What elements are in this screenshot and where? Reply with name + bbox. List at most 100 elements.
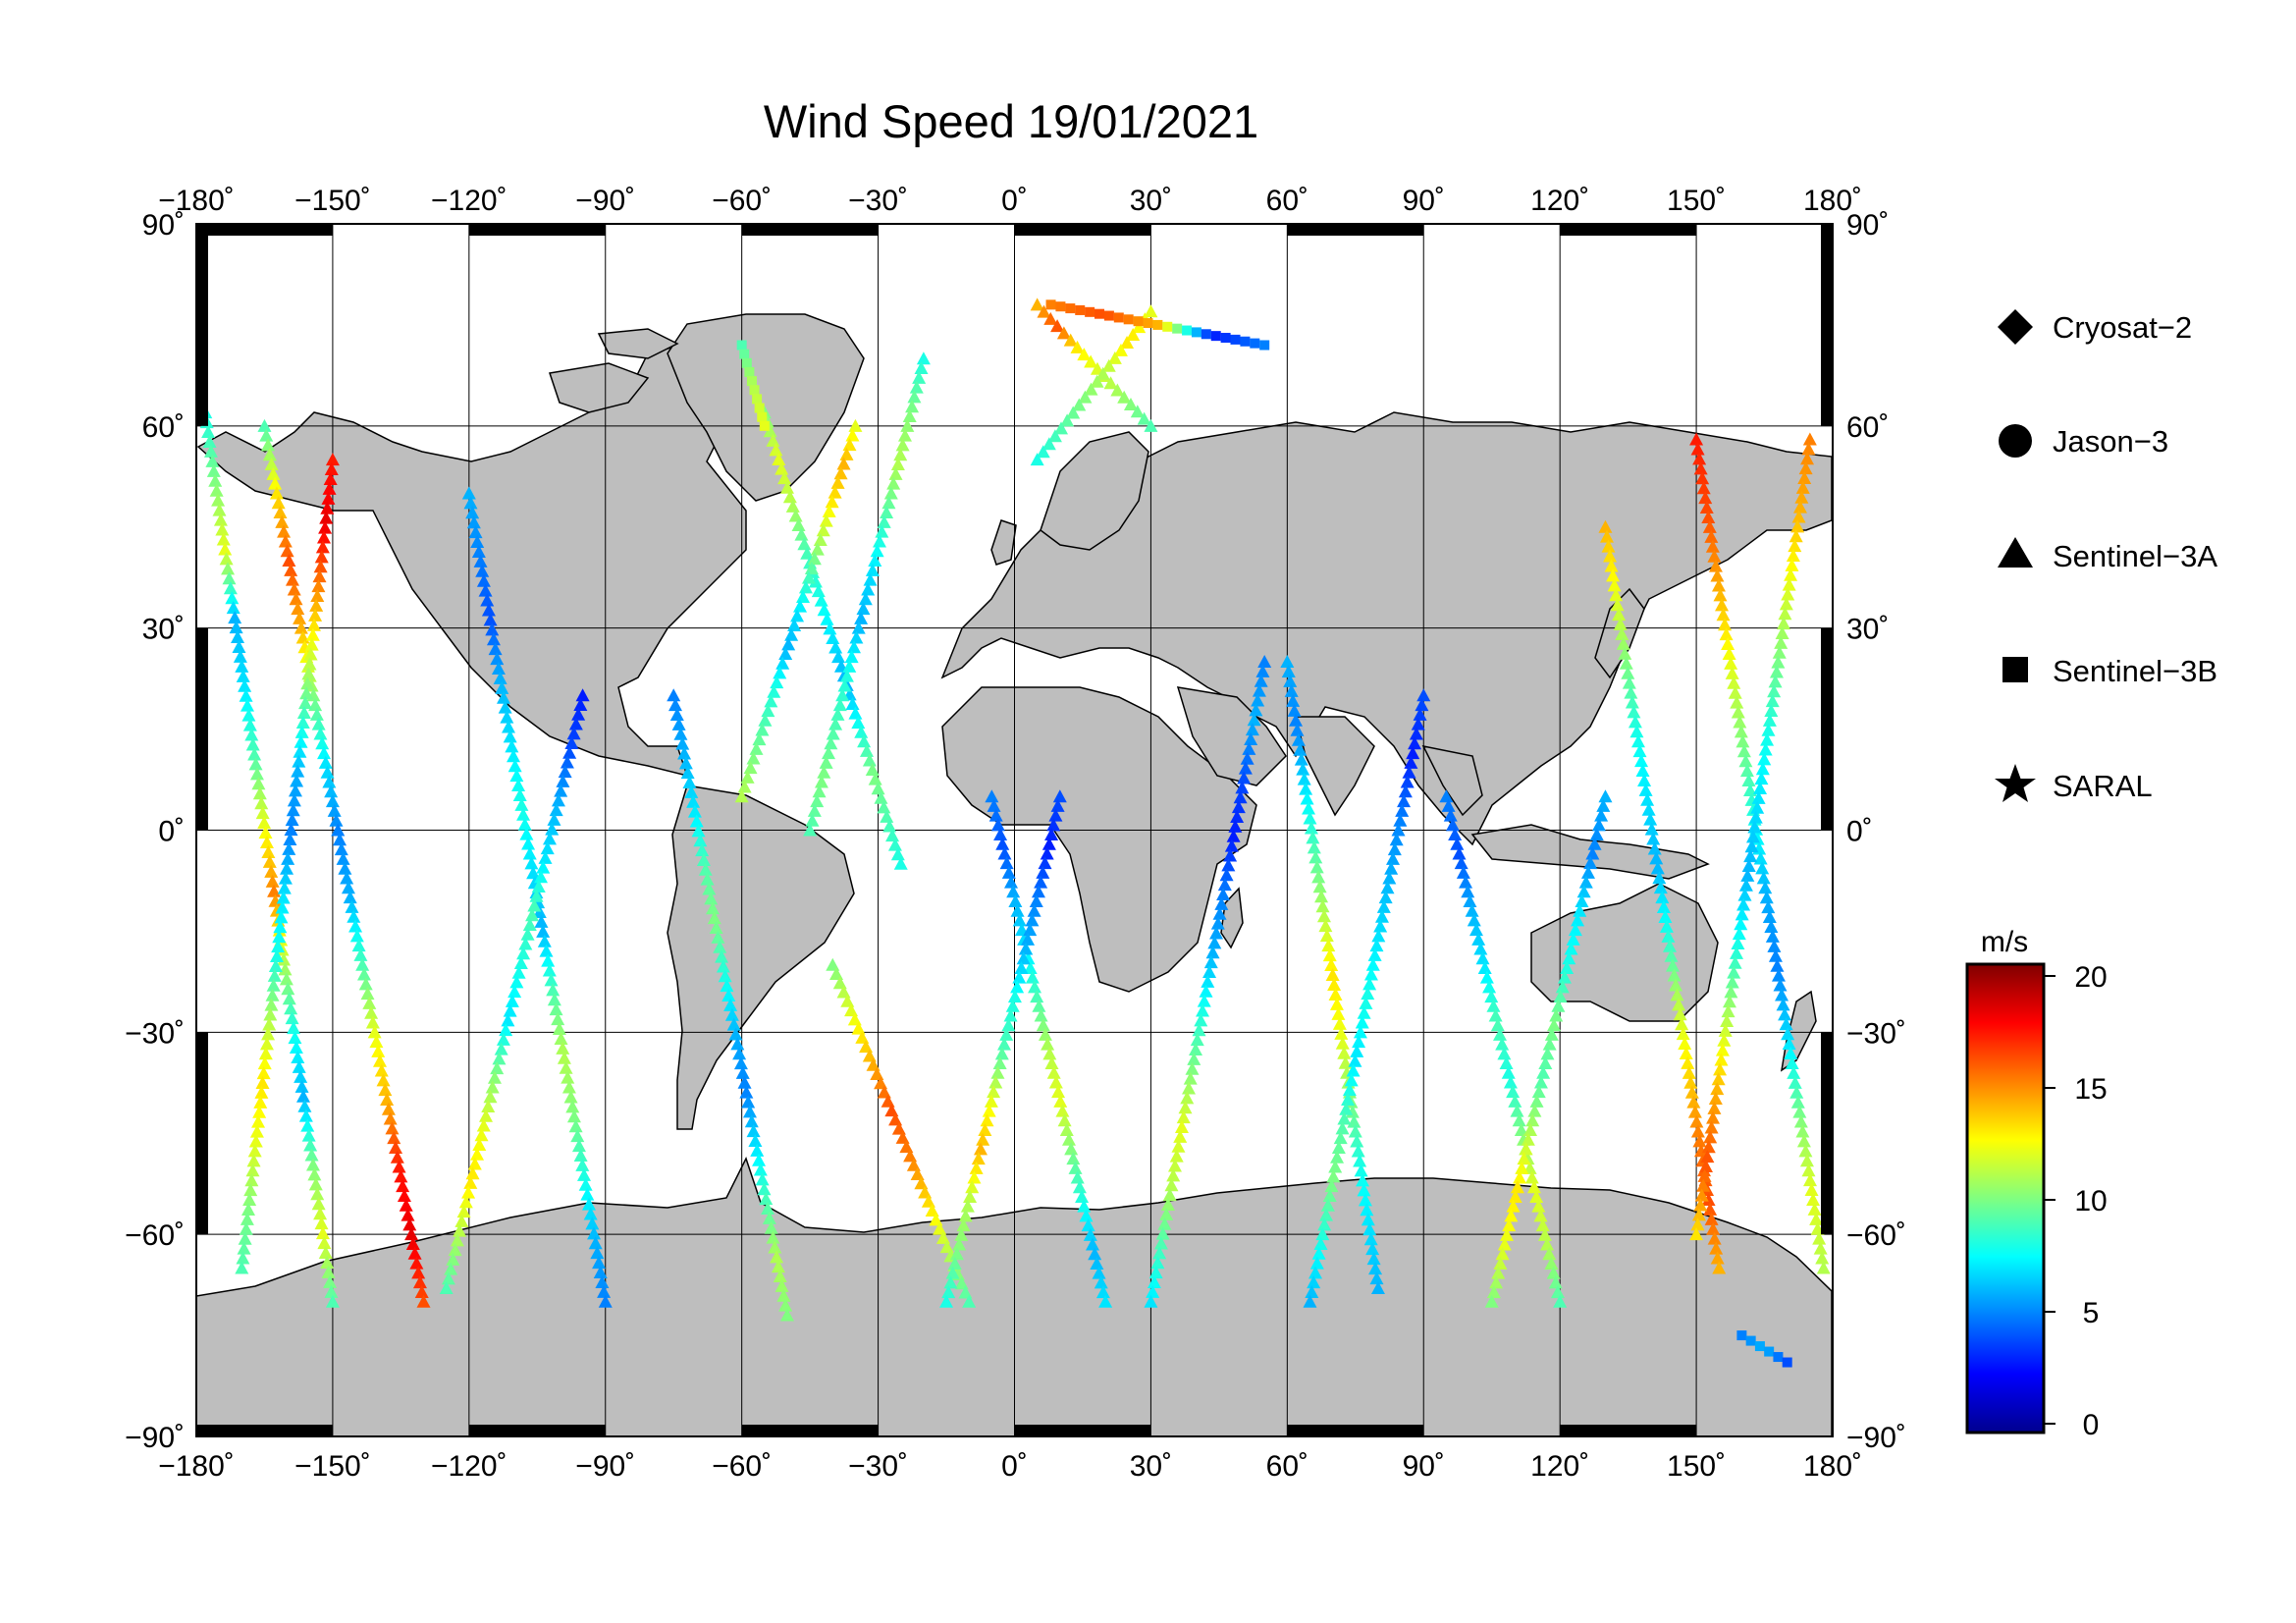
sentinel-3a-point xyxy=(240,698,255,712)
sentinel-3a-point xyxy=(718,969,732,983)
sentinel-3a-point xyxy=(500,710,514,724)
sentinel-3a-point xyxy=(845,428,860,442)
sentinel-3a-point xyxy=(1560,960,1575,974)
sentinel-3a-point xyxy=(211,493,226,507)
sentinel-3a-point xyxy=(1189,1043,1203,1056)
sentinel-3a-point xyxy=(1322,1188,1337,1202)
sentinel-3a-point xyxy=(808,574,823,588)
sentinel-3a-point xyxy=(552,1022,566,1036)
sentinel-3a-point xyxy=(1245,723,1259,736)
sentinel-3a-point xyxy=(448,1243,462,1257)
sentinel-3a-point xyxy=(483,1090,498,1104)
sentinel-3a-point xyxy=(824,736,838,750)
border-segment xyxy=(468,224,606,236)
sentinel-3a-point xyxy=(758,713,773,727)
sentinel-3a-point xyxy=(995,837,1010,850)
sentinel-3a-point xyxy=(1716,608,1731,622)
sentinel-3a-point xyxy=(266,978,281,992)
sentinel-3a-point xyxy=(1705,539,1720,553)
sentinel-3a-point xyxy=(1497,1237,1512,1251)
sentinel-3a-point xyxy=(1182,1081,1197,1095)
sentinel-3a-point xyxy=(329,813,344,827)
sentinel-3a-point xyxy=(268,958,283,972)
lat-tick-label: 90˚ xyxy=(1846,209,1889,242)
sentinel-3a-point xyxy=(1778,607,1792,621)
sentinel-3a-point xyxy=(833,466,848,480)
sentinel-3a-point xyxy=(1144,304,1158,318)
sentinel-3a-point xyxy=(505,739,519,753)
sentinel-3a-point xyxy=(1599,529,1614,543)
sentinel-3a-point xyxy=(1644,822,1659,836)
sentinel-3a-point xyxy=(909,380,924,394)
sentinel-3a-point xyxy=(571,1139,586,1153)
sentinel-3a-point xyxy=(271,496,286,510)
sentinel-3a-point xyxy=(367,1025,382,1039)
sentinel-3a-point xyxy=(812,784,827,798)
sentinel-3a-point xyxy=(1291,732,1306,746)
sentinel-3a-point xyxy=(1643,812,1658,826)
sentinel-3a-point xyxy=(1235,781,1250,794)
sentinel-3a-point xyxy=(1502,1218,1517,1232)
sentinel-3a-point xyxy=(1506,1085,1521,1099)
sentinel-3a-point xyxy=(1036,1018,1050,1032)
sentinel-3a-point xyxy=(860,743,875,757)
sentinel-3a-point xyxy=(1441,798,1456,812)
sentinel-3a-point xyxy=(476,1118,491,1132)
sentinel-3a-point xyxy=(1231,800,1246,814)
sentinel-3a-point xyxy=(1337,1111,1352,1125)
sentinel-3a-point xyxy=(1658,909,1673,923)
sentinel-3a-point xyxy=(851,716,866,730)
sentinel-3a-point xyxy=(252,786,267,800)
sentinel-3a-point xyxy=(1707,1231,1722,1245)
sentinel-3a-point xyxy=(1510,1104,1524,1117)
sentinel-3a-point xyxy=(689,814,704,828)
sentinel-3a-point xyxy=(1368,1262,1383,1275)
sentinel-3a-point xyxy=(1032,999,1046,1012)
sentinel-3a-point xyxy=(301,667,316,680)
sentinel-3a-point xyxy=(897,428,912,442)
sentinel-3a-point xyxy=(865,763,880,777)
sentinel-3a-point xyxy=(277,881,292,894)
sentinel-3a-point xyxy=(243,1183,258,1197)
sentinel-3a-point xyxy=(1724,985,1738,999)
sentinel-3a-point xyxy=(254,1085,269,1099)
sentinel-3a-point xyxy=(1731,936,1745,949)
sentinel-3a-point xyxy=(318,755,333,769)
sentinel-3a-point xyxy=(1784,1047,1798,1060)
sentinel-3a-point xyxy=(322,481,337,495)
sentinel-3a-point xyxy=(542,963,557,977)
sentinel-3a-point xyxy=(576,1167,591,1181)
sentinel-3a-point xyxy=(1604,559,1619,572)
land-scandinavia xyxy=(1040,431,1149,551)
sentinel-3b-point xyxy=(1133,316,1144,327)
sentinel-3a-point xyxy=(1461,885,1475,898)
sentinel-3a-point xyxy=(761,704,775,718)
sentinel-3a-point xyxy=(790,609,805,622)
sentinel-3a-point xyxy=(541,953,556,967)
sentinel-3a-point xyxy=(294,1069,308,1083)
sentinel-3a-point xyxy=(1341,1092,1356,1106)
sentinel-3a-point xyxy=(1173,1129,1188,1143)
sentinel-3a-point xyxy=(1187,1052,1201,1065)
sentinel-3a-point xyxy=(1367,947,1382,961)
sentinel-3a-point xyxy=(893,856,908,870)
sentinel-3a-point xyxy=(294,734,308,748)
sentinel-3a-point xyxy=(1286,693,1301,707)
lon-tick-label: 30˚ xyxy=(1130,185,1172,217)
sentinel-3a-point xyxy=(1201,974,1215,988)
sentinel-3a-point xyxy=(684,784,699,798)
sentinel-3a-point xyxy=(793,599,808,613)
sentinel-3a-point xyxy=(597,1284,612,1298)
sentinel-3a-point xyxy=(1456,865,1470,879)
sentinel-3a-point xyxy=(557,1051,571,1064)
sentinel-3a-point xyxy=(1416,688,1431,702)
sentinel-3a-point xyxy=(314,1217,329,1230)
sentinel-3a-point xyxy=(1450,837,1465,850)
sentinel-3a-point xyxy=(1185,1061,1200,1075)
sentinel-3a-point xyxy=(1050,798,1065,812)
sentinel-3a-point xyxy=(1047,429,1062,443)
sentinel-3a-point xyxy=(284,1001,298,1015)
sentinel-3a-point xyxy=(1203,955,1218,969)
sentinel-3a-point xyxy=(252,1105,267,1118)
sentinel-3a-point xyxy=(1630,734,1645,748)
